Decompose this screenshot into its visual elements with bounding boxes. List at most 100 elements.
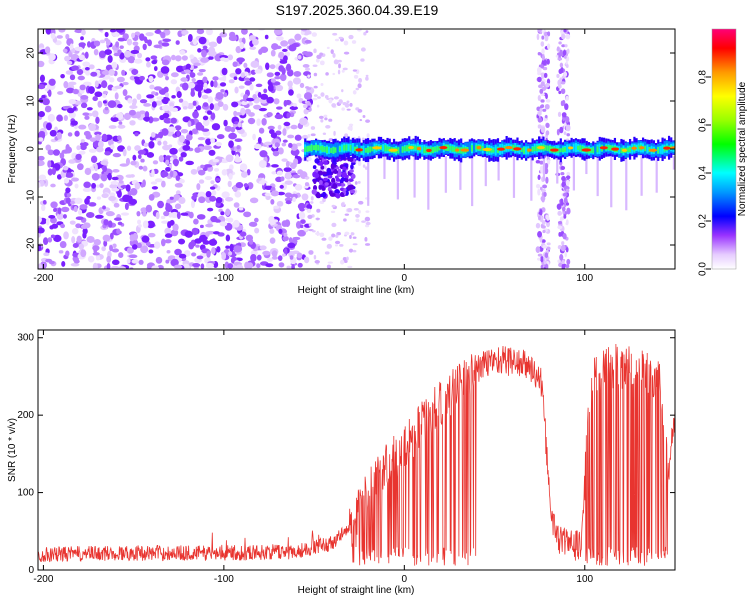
spectrogram-hotspot bbox=[536, 145, 545, 150]
spectrogram-band-cell bbox=[317, 144, 320, 151]
spectrogram-vertical-band bbox=[560, 66, 564, 73]
spectrogram-noise-blob bbox=[106, 255, 112, 263]
spectrogram-noise-blob bbox=[203, 82, 208, 90]
spectrogram-noise-blob bbox=[132, 154, 137, 161]
spectrogram-band-cell bbox=[447, 144, 450, 152]
spectrogram-noise-blob bbox=[117, 49, 122, 54]
spectrogram-noise-blob bbox=[212, 76, 219, 81]
spectrogram-cluster bbox=[328, 186, 332, 192]
spectrogram-speckle bbox=[360, 58, 365, 62]
colorbar-gradient bbox=[712, 29, 736, 269]
spectrogram-noise-blob bbox=[285, 125, 290, 129]
spectrogram-vertical-band bbox=[540, 126, 546, 133]
spectrogram-noise-blob bbox=[96, 196, 102, 200]
spectrogram-noise-blob bbox=[282, 235, 289, 242]
spectrogram-noise-blob bbox=[191, 227, 199, 236]
spectrogram-speckle bbox=[313, 85, 318, 89]
spectrogram-noise-blob bbox=[271, 250, 278, 258]
spectrogram-noise-blob bbox=[66, 107, 75, 114]
spectrogram-band-cell bbox=[590, 148, 593, 153]
spectrogram-noise-blob bbox=[47, 237, 53, 243]
spectrogram-noise-blob bbox=[182, 106, 188, 110]
spectrogram-hotspot bbox=[460, 148, 470, 152]
spectrogram-hotspot bbox=[639, 146, 645, 150]
spectrogram-noise-blob bbox=[61, 149, 70, 154]
spectrogram-noise-blob bbox=[246, 97, 255, 102]
spectrogram-noise-blob bbox=[97, 140, 104, 149]
spectrogram-noise-blob bbox=[259, 150, 268, 158]
spectrogram-noise-blob bbox=[247, 117, 256, 125]
spectrogram-vertical-band bbox=[537, 124, 542, 129]
spectrogram-band-cell bbox=[449, 146, 452, 151]
spectrogram-noise-blob bbox=[67, 132, 73, 137]
spectrogram-noise-blob bbox=[194, 84, 204, 92]
spectrogram-noise-blob bbox=[95, 255, 101, 261]
spectrogram-noise-blob bbox=[290, 124, 298, 130]
spectrogram-noise-blob bbox=[282, 128, 287, 136]
spectrogram-vertical-band bbox=[539, 208, 543, 216]
spectrogram-noise-blob bbox=[197, 48, 202, 53]
spectrogram-noise-blob bbox=[234, 190, 242, 198]
spectrogram-noise-blob bbox=[93, 48, 99, 56]
spectrogram-cluster bbox=[343, 187, 347, 192]
spectrogram-noise-blob bbox=[142, 211, 147, 217]
spectrogram-noise-blob bbox=[190, 200, 195, 209]
spectrogram-vertical-band bbox=[541, 225, 546, 229]
spectrogram-vertical-band bbox=[561, 176, 566, 182]
spectrogram-vertical-band bbox=[566, 48, 570, 54]
spectrogram-speckle bbox=[303, 185, 309, 189]
spectrogram-noise-blob bbox=[93, 239, 102, 246]
spectrogram-noise-blob bbox=[200, 57, 209, 63]
spectrogram-noise-blob bbox=[284, 51, 291, 57]
spectrogram-noise-blob bbox=[126, 38, 133, 46]
spectrogram-noise-blob bbox=[62, 214, 67, 219]
spectrogram-vertical-band bbox=[540, 104, 545, 108]
spectrogram-noise-blob bbox=[161, 59, 170, 66]
spectrogram-noise-blob bbox=[249, 197, 259, 204]
spectrogram-band-cell bbox=[598, 143, 601, 154]
snr-line bbox=[38, 343, 675, 566]
spectrogram-speckle bbox=[355, 218, 360, 223]
spectrogram-vertical-band bbox=[566, 171, 571, 176]
spectrogram-noise-blob bbox=[174, 55, 182, 62]
spectrogram-noise-blob bbox=[38, 84, 46, 90]
spectrogram-noise-blob bbox=[202, 102, 209, 107]
spectrogram-noise-blob bbox=[144, 111, 150, 118]
spectrogram-band-cell bbox=[353, 146, 357, 151]
spectrogram-noise-blob bbox=[53, 207, 58, 213]
spectrogram-noise-blob bbox=[202, 240, 210, 245]
spectrogram-noise-blob bbox=[149, 84, 155, 90]
spectrogram-noise-blob bbox=[146, 61, 151, 68]
spectrogram-ytick-label: 10 bbox=[26, 95, 37, 107]
spectrogram-noise-blob bbox=[268, 215, 275, 224]
spectrogram-hotspot bbox=[426, 148, 432, 153]
spectrogram-noise-blob bbox=[243, 77, 250, 81]
spectrogram-noise-blob bbox=[103, 219, 109, 226]
spectrogram-noise-blob bbox=[243, 62, 248, 68]
spectrogram-speckle bbox=[350, 232, 355, 236]
spectrogram-noise-blob bbox=[243, 183, 249, 188]
spectrogram-vertical-band bbox=[562, 233, 567, 240]
spectrogram-noise-blob bbox=[63, 177, 70, 184]
spectrogram-noise-blob bbox=[117, 124, 126, 129]
spectrogram-noise-blob bbox=[154, 241, 161, 249]
spectrogram-noise-blob bbox=[82, 187, 92, 193]
spectrogram-noise-blob bbox=[258, 160, 267, 168]
spectrogram-noise-blob bbox=[69, 220, 76, 225]
colorbar-tick-label: 0.2 bbox=[698, 214, 709, 228]
spectrogram-noise-blob bbox=[71, 65, 79, 71]
spectrogram-band-cell bbox=[620, 147, 623, 154]
spectrogram-speckle bbox=[324, 95, 329, 99]
spectrogram-noise-blob bbox=[248, 112, 255, 117]
spectrogram-speckle bbox=[328, 118, 333, 122]
spectrogram-band-cell bbox=[468, 141, 471, 157]
spectrogram-noise-blob bbox=[122, 81, 129, 86]
spectrogram-noise-blob bbox=[100, 160, 109, 166]
spectrogram-noise-blob bbox=[282, 139, 288, 143]
spectrogram-band-cell bbox=[546, 145, 549, 152]
spectrogram-vertical-band bbox=[542, 108, 547, 112]
spectrogram-noise-blob bbox=[56, 114, 63, 122]
spectrogram-noise-blob bbox=[130, 49, 140, 54]
spectrogram-noise-blob bbox=[78, 124, 87, 130]
spectrogram-noise-blob bbox=[148, 141, 155, 149]
